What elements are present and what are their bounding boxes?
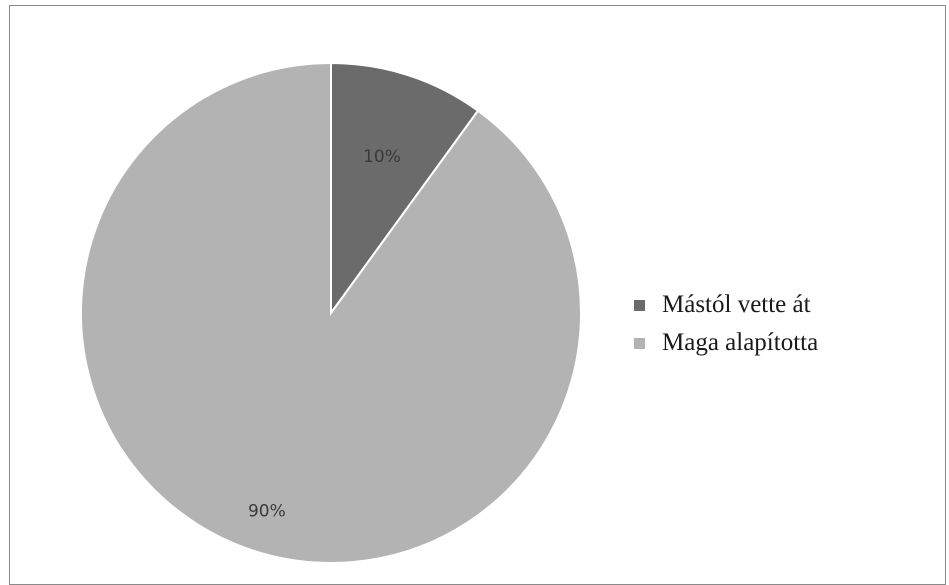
pie-slice-2 <box>79 61 582 564</box>
legend-item-mastol-vette-at: Mástól vette át <box>634 286 818 324</box>
legend-swatch <box>634 337 645 349</box>
legend-swatch <box>634 299 645 311</box>
legend-label: Mástól vette át <box>662 291 811 318</box>
pie-slice-1 <box>330 61 480 317</box>
pie-slices <box>79 61 582 564</box>
pie-data-labels: 10% 90% <box>248 147 401 521</box>
legend-item-maga-alapitotta: Maga alapította <box>634 324 818 362</box>
legend-label: Maga alapította <box>662 329 819 356</box>
pie-data-label-1: 10% <box>363 147 401 167</box>
pie-chart: 10% 90% <box>79 61 582 564</box>
pie-data-label-2: 90% <box>248 501 286 521</box>
chart-legend: Mástól vette át Maga alapította <box>634 286 818 362</box>
